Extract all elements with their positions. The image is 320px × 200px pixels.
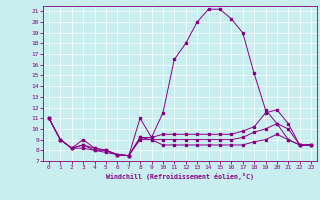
X-axis label: Windchill (Refroidissement éolien,°C): Windchill (Refroidissement éolien,°C) <box>106 173 254 180</box>
